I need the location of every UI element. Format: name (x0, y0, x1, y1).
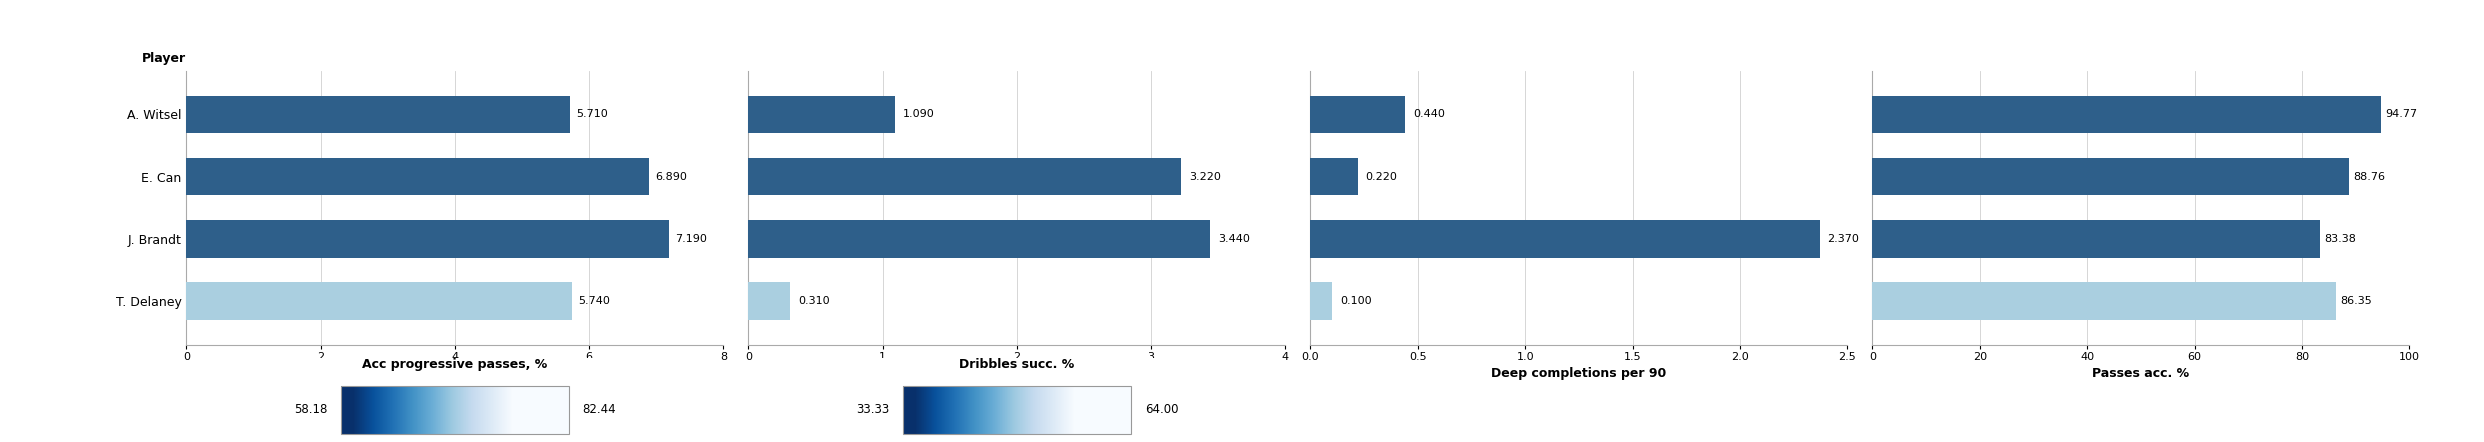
Text: 94.77: 94.77 (2385, 109, 2417, 119)
Text: 2.370: 2.370 (1828, 234, 1861, 244)
Bar (186, 220, 668, 258)
Text: 58.18: 58.18 (293, 403, 328, 416)
Bar (1873, 158, 2350, 195)
Bar (902, 386, 1130, 434)
Text: Acc progressive passes, %: Acc progressive passes, % (363, 358, 546, 371)
Text: 86.35: 86.35 (2340, 296, 2372, 306)
Text: 0.310: 0.310 (797, 296, 830, 306)
Text: 3.440: 3.440 (1217, 234, 1249, 244)
Text: Player: Player (142, 52, 186, 65)
Text: 83.38: 83.38 (2325, 234, 2357, 244)
Text: 7.190: 7.190 (676, 234, 708, 244)
Bar (1873, 220, 2320, 258)
X-axis label: Deep completions per 90: Deep completions per 90 (1490, 367, 1667, 380)
X-axis label: Dribbles per 90: Dribbles per 90 (964, 367, 1071, 380)
Text: 88.76: 88.76 (2352, 171, 2385, 182)
Text: 33.33: 33.33 (857, 403, 889, 416)
Text: 1.090: 1.090 (902, 109, 934, 119)
Text: Dribbles succ. %: Dribbles succ. % (959, 358, 1076, 371)
Text: 6.890: 6.890 (656, 171, 688, 182)
Text: 3.220: 3.220 (1190, 171, 1220, 182)
Text: 0.440: 0.440 (1413, 109, 1446, 119)
Bar (1873, 95, 2382, 133)
Bar (340, 386, 569, 434)
Bar (1312, 158, 1359, 195)
Bar (1312, 282, 1331, 320)
Text: 0.220: 0.220 (1366, 171, 1398, 182)
Text: 0.100: 0.100 (1339, 296, 1371, 306)
Bar (186, 95, 569, 133)
Bar (186, 282, 571, 320)
Bar (186, 158, 648, 195)
Text: 64.00: 64.00 (1145, 403, 1177, 416)
Text: 5.740: 5.740 (579, 296, 611, 306)
Bar (748, 282, 790, 320)
Bar (748, 220, 1210, 258)
Bar (1312, 95, 1406, 133)
X-axis label: Passes acc. %: Passes acc. % (2092, 367, 2188, 380)
Bar (748, 95, 894, 133)
X-axis label: Progressive passes per 90: Progressive passes per 90 (363, 367, 546, 380)
Bar (748, 158, 1180, 195)
Bar (1873, 282, 2335, 320)
Bar (1312, 220, 1821, 258)
Text: 82.44: 82.44 (584, 403, 616, 416)
Text: 5.710: 5.710 (576, 109, 609, 119)
